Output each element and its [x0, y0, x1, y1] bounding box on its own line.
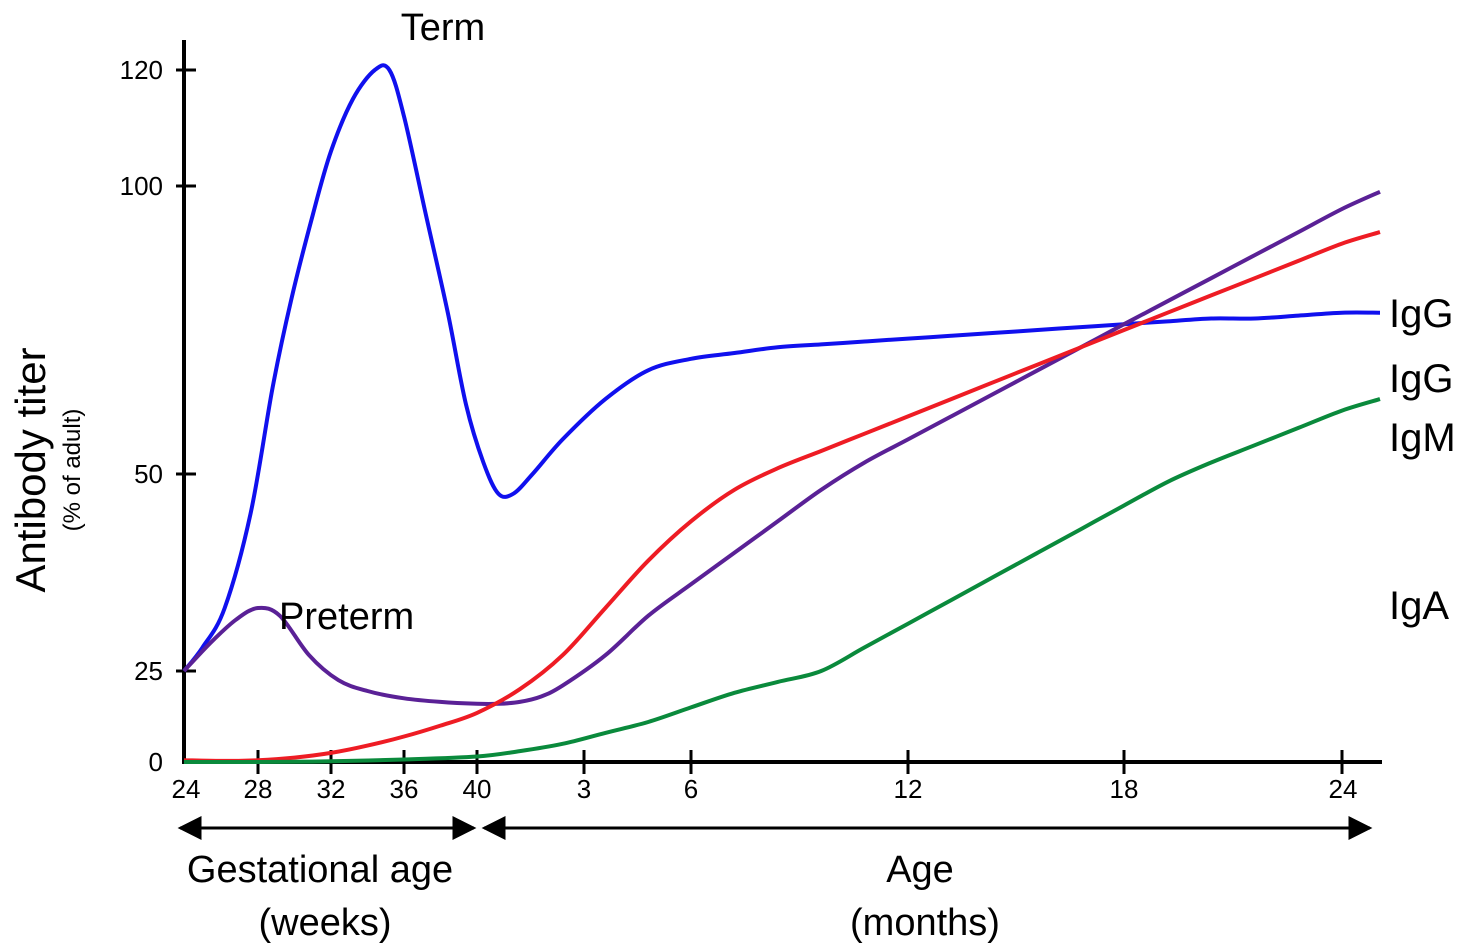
series-label-igg-preterm: IgG — [1389, 357, 1453, 401]
series-line-igg-term — [182, 63, 1381, 673]
x-tick-label: 40 — [463, 774, 492, 804]
series-label-igm: IgM — [1389, 416, 1456, 460]
series-layer — [182, 63, 1381, 765]
x-tick-label: 18 — [1110, 774, 1139, 804]
series-line-iga — [183, 397, 1381, 765]
term-annotation: Term — [401, 7, 485, 49]
x-tick-label: 6 — [684, 774, 698, 804]
series-label-igg-term: IgG — [1389, 292, 1453, 336]
age-label: Age — [886, 849, 954, 891]
x-tick-label: 3 — [577, 774, 591, 804]
age-units: (months) — [850, 902, 1000, 944]
series-line-igm — [183, 230, 1381, 763]
x-tick-label: 24 — [1329, 774, 1358, 804]
x-tick-label: 24 — [172, 774, 201, 804]
x-tick-label: 36 — [390, 774, 419, 804]
x-tick-label: 32 — [317, 774, 346, 804]
y-axis-title: Antibody titer — [7, 347, 54, 592]
gestational-age-units: (weeks) — [258, 902, 391, 944]
preterm-annotation: Preterm — [279, 596, 414, 638]
y-tick-label: 100 — [120, 171, 163, 201]
gestational-age-label: Gestational age — [187, 849, 453, 891]
y-tick-label: 120 — [120, 55, 163, 85]
y-tick-label: 50 — [134, 459, 163, 489]
y-axis-subtitle: (% of adult) — [59, 409, 86, 532]
y-tick-label: 25 — [134, 656, 163, 686]
x-tick-label: 28 — [244, 774, 273, 804]
series-line-igg-preterm — [182, 189, 1381, 707]
y-tick-label: 0 — [149, 747, 163, 777]
series-label-iga: IgA — [1389, 584, 1449, 628]
x-tick-label: 12 — [894, 774, 923, 804]
